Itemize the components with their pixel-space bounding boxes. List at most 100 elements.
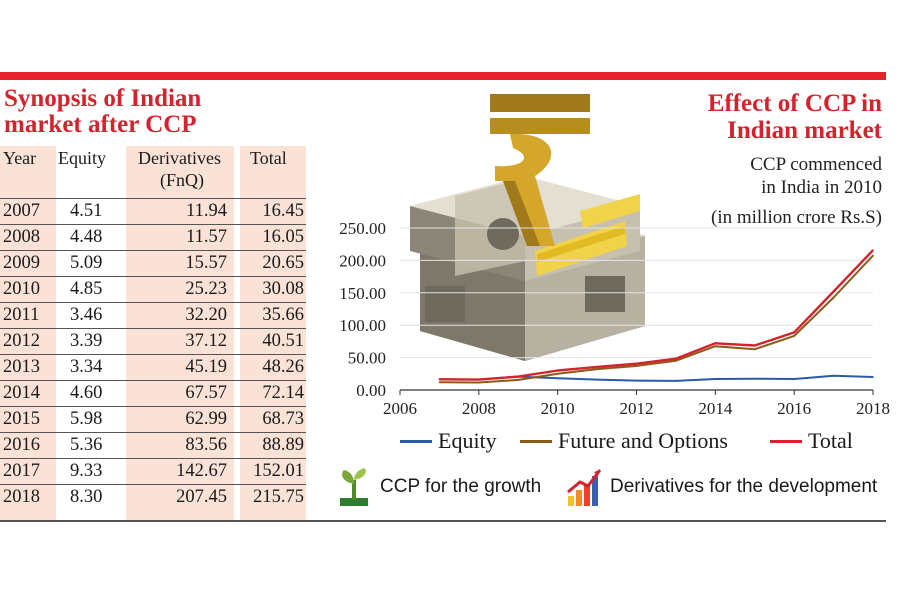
x-tick-label: 2008 [462,399,496,418]
header-derivatives-sub: (FnQ) [160,170,204,190]
cell-equity: 8.30 [70,487,103,507]
data-point-equity [872,376,874,378]
legend-swatch [520,439,552,443]
footer-item-development: Derivatives for the development [566,462,877,512]
x-tick-label: 2010 [541,399,575,418]
data-point-equity [596,378,598,381]
cell-equity: 5.09 [70,253,103,273]
chart-panel-title: Effect of CCP in Indian market [642,90,882,144]
table-body: 2007 4.51 11.94 16.45 2008 4.48 11.57 16.05 2009… [0,198,306,510]
ccp-note-line1: CCP commenced [750,154,882,175]
data-point-total [675,357,677,360]
cell-year: 2018 [3,487,40,507]
table-row: 2007 4.51 11.94 16.45 [0,198,306,224]
data-point-total [832,290,835,293]
footer-captions: CCP for the growth Derivatives for the d… [336,462,896,512]
cell-derivatives: 62.99 [185,409,227,429]
cell-equity: 4.85 [70,279,103,299]
y-tick-label: 150.00 [339,284,386,303]
table-row: 2017 9.33 142.67 152.01 [0,458,306,484]
data-point-total [596,366,598,368]
cell-total: 40.51 [262,331,304,351]
data-point-total [438,378,441,381]
chart-panel-title-line1: Effect of CCP in [707,90,882,117]
data-point-future-and-options [438,381,441,384]
data-point-equity [714,378,717,380]
header-derivatives: Derivatives [138,148,221,168]
data-point-total [793,331,795,334]
footer-item-growth-label: CCP for the growth [380,476,542,497]
cell-year: 2016 [3,435,40,455]
cell-year: 2012 [3,331,40,351]
cell-derivatives: 45.19 [185,357,227,377]
data-point-total [635,362,638,365]
legend-swatch [400,439,432,443]
data-point-equity [635,379,638,382]
chart-panel-title-line2: Indian market [727,117,882,144]
y-tick-label: 200.00 [339,251,386,270]
header-year: Year [3,148,37,168]
cell-equity: 5.36 [70,435,103,455]
y-tick-label: 0.00 [356,381,386,400]
data-point-equity [675,380,677,382]
cell-equity: 4.51 [70,201,103,221]
cell-equity: 9.33 [70,461,103,481]
data-point-total [714,342,717,345]
cell-year: 2011 [3,305,40,325]
series-line-total [439,249,874,381]
table-row: 2008 4.48 11.57 16.05 [0,224,306,250]
table-title-line2: market after CCP [4,111,197,138]
top-rule [0,72,886,80]
x-tick-label: 2012 [620,399,654,418]
rising-bars-icon [567,469,602,506]
y-tick-label: 50.00 [348,349,386,368]
cell-total: 48.26 [262,357,304,377]
cell-total: 68.73 [262,409,304,429]
data-point-future-and-options [793,335,795,337]
table-row: 2012 3.39 37.12 40.51 [0,328,306,354]
cell-total: 16.45 [262,201,304,221]
x-tick-label: 2006 [383,399,417,418]
y-tick-label: 250.00 [339,219,386,238]
data-point-future-and-options [675,359,677,362]
data-point-total [556,369,559,372]
table-row: 2015 5.98 62.99 68.73 [0,406,306,432]
data-point-future-and-options [478,381,480,384]
data-point-future-and-options [517,379,520,381]
data-point-total [872,249,874,251]
table-row: 2014 4.60 67.57 72.14 [0,380,306,406]
ccp-note: CCP commenced in India in 2010 [622,153,882,199]
rupee-on-banknotes-icon [410,94,645,361]
x-tick-label: 2014 [698,399,733,418]
bottom-rule [0,520,886,522]
table-header: Year Equity Derivatives (FnQ) Total [0,148,306,198]
cell-derivatives: 67.57 [185,383,227,403]
data-point-future-and-options [635,365,638,367]
cell-total: 30.08 [262,279,304,299]
cell-derivatives: 37.12 [185,331,227,351]
header-equity: Equity [58,148,106,168]
cell-year: 2014 [3,383,40,403]
banknote-stacks [410,176,645,361]
cell-derivatives: 11.57 [186,227,227,247]
data-point-future-and-options [596,368,598,370]
data-point-future-and-options [556,372,559,375]
cell-year: 2015 [3,409,40,429]
cell-equity: 4.60 [70,383,103,403]
series-line-future-and-options [439,254,874,384]
unit-label: (in million crore Rs.S) [711,207,882,228]
cell-derivatives: 11.94 [186,201,227,221]
cell-year: 2010 [3,279,40,299]
data-point-total [517,375,520,378]
rupee-symbol [490,94,590,246]
data-point-future-and-options [832,296,835,299]
data-point-future-and-options [872,254,874,257]
year-column-bg [0,146,56,520]
cell-equity: 4.48 [70,227,103,247]
table-row: 2011 3.46 32.20 35.66 [0,302,306,328]
data-point-future-and-options [753,348,756,350]
ccp-note-line2: in India in 2010 [761,177,882,198]
cell-total: 20.65 [262,253,304,273]
cell-equity: 3.34 [70,357,103,377]
cell-total: 35.66 [262,305,304,325]
